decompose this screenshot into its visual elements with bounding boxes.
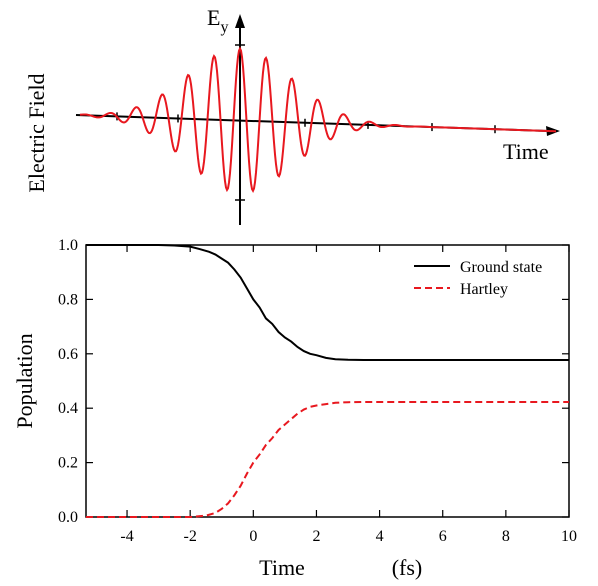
population-panel: -4 -2 0 2 4 6 8 10 0.0 0.2 0.4 0.6 0.8 1.0 Ground sta…	[12, 237, 577, 580]
x-tick-label: 2	[312, 528, 320, 545]
x-tick-label: 8	[502, 528, 510, 545]
population-xlabel: Time	[259, 555, 305, 580]
field-panel: Electric Field Ey Time	[24, 5, 560, 225]
population-xunit: (fs)	[392, 555, 423, 580]
population-series	[86, 244, 569, 518]
field-label: Ey	[207, 5, 228, 36]
x-tick-label: -4	[120, 528, 133, 545]
population-axis-ticks: -4 -2 0 2 4 6 8 10 0.0 0.2 0.4 0.6 0.8 1.0	[58, 237, 577, 545]
y-tick-label: 0.6	[58, 346, 78, 363]
x-tick-label: 0	[249, 528, 257, 545]
y-tick-label: 0.4	[58, 400, 78, 417]
legend-label-ground-state: Ground state	[460, 259, 542, 276]
field-vertical-axis-arrowhead	[235, 14, 245, 28]
population-ylabel: Population	[12, 333, 37, 428]
field-xlabel: Time	[503, 139, 549, 164]
y-tick-label: 0.8	[58, 291, 78, 308]
y-tick-label: 1.0	[58, 237, 78, 254]
field-label-sub: y	[220, 19, 228, 36]
field-pulse-curve	[79, 46, 557, 194]
legend-label-hartley: Hartley	[460, 281, 508, 298]
x-tick-label: -2	[184, 528, 197, 545]
hartley-line	[86, 400, 569, 518]
y-tick-label: 0.2	[58, 455, 78, 472]
x-tick-label: 6	[439, 528, 447, 545]
legend: Ground state Hartley	[414, 259, 542, 298]
y-tick-label: 0.0	[58, 509, 78, 526]
field-label-main: E	[207, 5, 220, 30]
ground-state-line	[86, 244, 569, 362]
field-ylabel: Electric Field	[24, 73, 49, 192]
plot-frame	[85, 244, 570, 518]
x-tick-label: 10	[561, 528, 577, 545]
x-tick-label: 4	[376, 528, 384, 545]
